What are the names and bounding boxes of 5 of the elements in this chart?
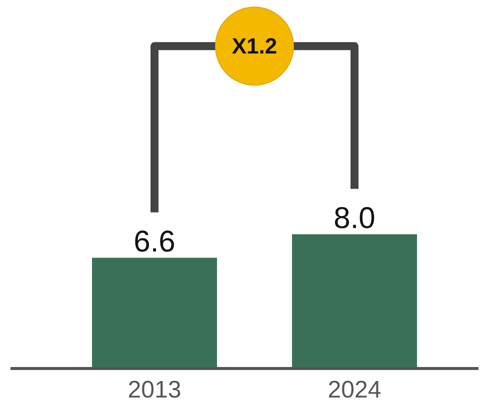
x-tick-label: 2013 [128,376,182,404]
text: X1.2 [232,34,278,59]
data-label: 8.0 [334,202,376,236]
x-tick-label: 2024 [328,376,382,404]
data-label: 6.6 [134,226,176,259]
